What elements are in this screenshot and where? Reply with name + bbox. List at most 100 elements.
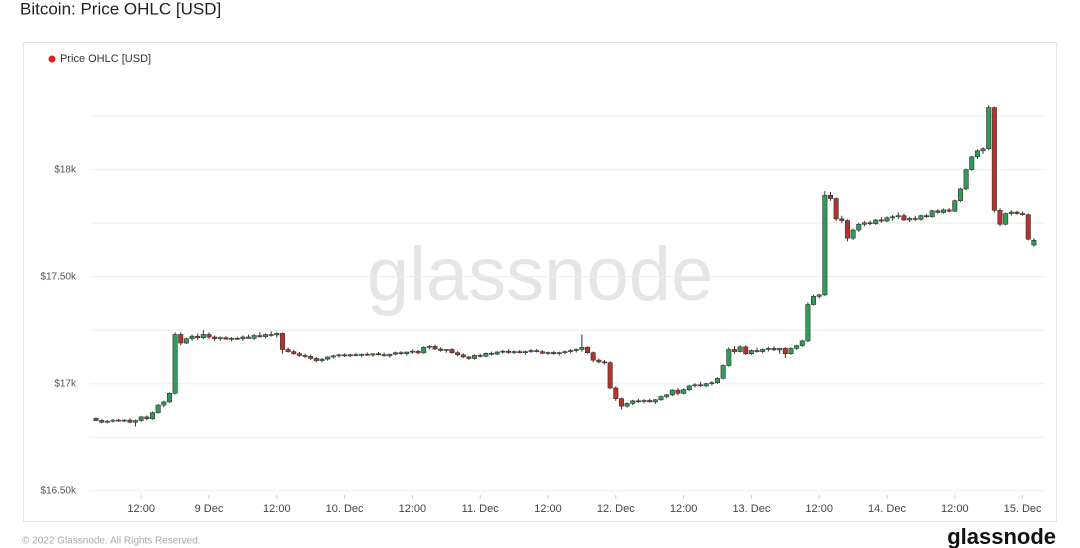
legend-marker xyxy=(48,55,56,63)
candle-body xyxy=(568,350,574,352)
candle-body xyxy=(364,353,370,356)
candle-body xyxy=(1031,239,1037,246)
candle-body xyxy=(1020,213,1026,215)
footer: © 2022 Glassnode. All Rights Reserved. xyxy=(22,536,201,547)
candle-body xyxy=(505,350,511,353)
candle-body xyxy=(748,350,754,355)
candle-body xyxy=(856,223,862,231)
candle-body xyxy=(166,393,172,403)
candle-body xyxy=(895,215,901,218)
logo: glassnode xyxy=(947,524,1056,548)
y-tick-label: $16.50k xyxy=(40,485,77,496)
candle-body xyxy=(562,351,568,353)
candle-body xyxy=(652,399,658,403)
candle-body xyxy=(743,346,749,355)
candle-body xyxy=(946,209,952,212)
candle-body xyxy=(432,345,438,350)
candle-body xyxy=(189,335,195,340)
candle-body xyxy=(466,356,472,359)
candle-body xyxy=(630,400,636,404)
candle-body xyxy=(822,195,828,296)
candle-body xyxy=(325,356,331,360)
candle-body xyxy=(935,210,941,213)
candle-body xyxy=(890,216,896,219)
candle-body xyxy=(850,229,856,239)
candle-body xyxy=(867,222,873,225)
candle-body xyxy=(262,334,268,337)
candle-body xyxy=(251,335,257,339)
candle-body xyxy=(907,218,913,221)
candle-body xyxy=(257,335,263,337)
candle-body xyxy=(709,382,715,385)
candle-body xyxy=(279,333,285,350)
candle-body xyxy=(601,361,607,364)
candle-body xyxy=(308,356,314,359)
candle-body xyxy=(720,365,726,379)
candle-body xyxy=(692,384,698,387)
candle-body xyxy=(986,107,992,149)
candle-body xyxy=(681,389,687,394)
candle-body xyxy=(93,418,99,421)
candle-body xyxy=(1014,211,1020,214)
candle-body xyxy=(590,352,596,361)
candle-body xyxy=(827,195,833,199)
candle-body xyxy=(110,419,116,422)
candle-body xyxy=(150,412,156,420)
candle-body xyxy=(777,348,783,351)
candle-body xyxy=(940,209,946,213)
candle-body xyxy=(731,349,737,352)
legend-label: Price OHLC [USD] xyxy=(60,53,151,65)
candle-body xyxy=(528,350,534,352)
candle-body xyxy=(754,350,760,352)
candle-body xyxy=(573,349,579,351)
candle-body xyxy=(952,200,958,212)
candle-body xyxy=(924,215,930,218)
candle-body xyxy=(200,334,206,338)
candle-body xyxy=(771,348,777,351)
candle-body xyxy=(957,188,963,202)
candle-body xyxy=(240,336,246,340)
chart-title: Bitcoin: Price OHLC [USD] xyxy=(20,0,221,18)
candle-body xyxy=(404,351,410,355)
candle-body xyxy=(494,351,500,355)
candle-body xyxy=(229,338,235,340)
candle-body xyxy=(99,420,105,423)
candle-body xyxy=(703,383,709,387)
candle-body xyxy=(585,347,591,353)
candle-body xyxy=(760,349,766,352)
candle-body xyxy=(799,340,805,346)
candle-body xyxy=(296,353,302,356)
candle-body xyxy=(980,148,986,152)
candle-body xyxy=(398,352,404,355)
candle-body xyxy=(319,358,325,361)
candle-body xyxy=(246,336,252,339)
candle-body xyxy=(455,352,461,356)
chart-frame xyxy=(23,42,1057,522)
candle-body xyxy=(330,355,336,358)
candle-body xyxy=(375,353,381,356)
candle-body xyxy=(285,349,291,352)
candle-body xyxy=(359,353,365,356)
candle-body xyxy=(664,394,670,397)
candle-body xyxy=(195,335,201,338)
candle-body xyxy=(460,354,466,358)
watermark: glassnode xyxy=(367,232,714,317)
candle-body xyxy=(183,338,189,344)
candle-body xyxy=(172,334,178,394)
candle-body xyxy=(901,215,907,221)
candle-body xyxy=(347,354,353,357)
candle-body xyxy=(387,353,393,357)
candle-body xyxy=(613,387,619,399)
candle-body xyxy=(765,348,771,350)
candle-body xyxy=(438,348,444,351)
candle-body xyxy=(714,378,720,383)
y-tick-label: $17.50k xyxy=(40,271,77,282)
candle-body xyxy=(443,349,449,351)
candle-body xyxy=(370,353,376,356)
candle-body xyxy=(969,156,975,170)
candle-body xyxy=(912,218,918,220)
x-tick-label: 12:00 xyxy=(127,503,155,515)
candle-body xyxy=(472,355,478,359)
candle-body xyxy=(884,217,890,222)
candle-body xyxy=(635,400,641,403)
